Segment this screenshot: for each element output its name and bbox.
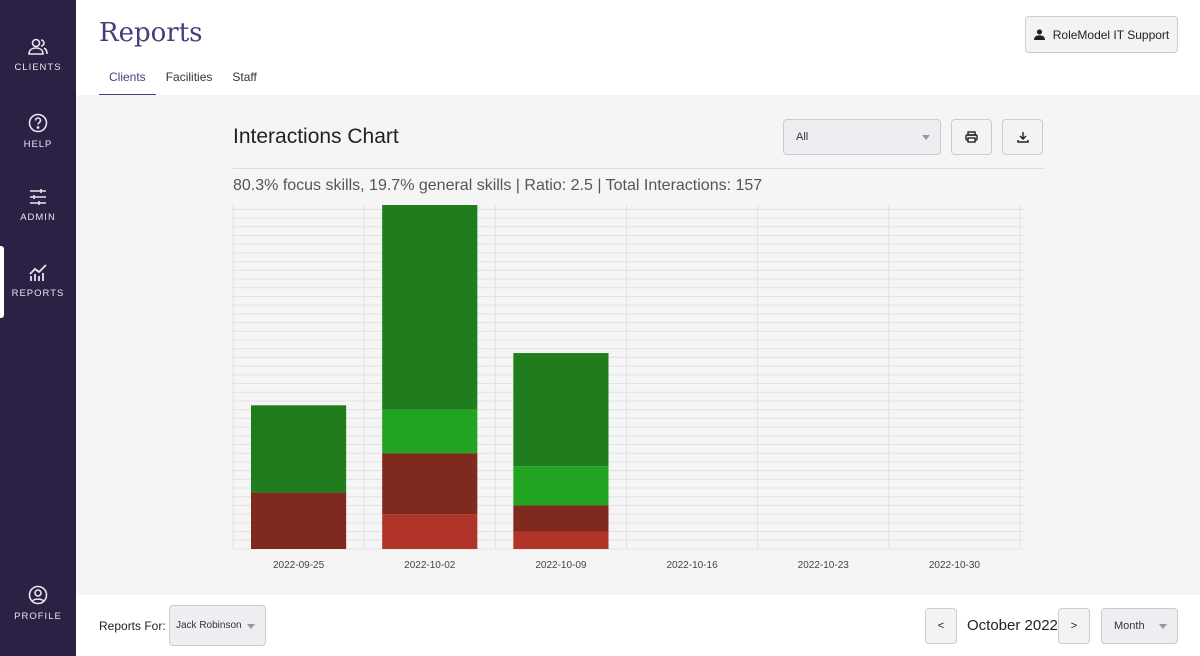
x-tick-label: 2022-10-09	[535, 560, 587, 571]
sidebar-item-help[interactable]: HELP	[0, 113, 76, 150]
sidebar-item-clients[interactable]: CLIENTS	[0, 38, 76, 73]
bar-segment-focus-negative	[382, 453, 478, 515]
reports-for-label: Reports For:	[99, 619, 166, 633]
chart-icon	[29, 264, 47, 281]
bar-segment-general-negative	[382, 514, 478, 549]
x-tick-label: 2022-10-30	[929, 560, 981, 571]
download-icon	[1016, 132, 1029, 143]
sliders-icon	[30, 189, 46, 205]
sidebar-item-reports[interactable]: REPORTS	[0, 246, 76, 318]
download-button[interactable]	[1002, 119, 1043, 155]
tab-staff[interactable]: Staff	[232, 70, 257, 84]
chevron-down-icon	[247, 623, 255, 629]
sidebar-item-admin[interactable]: ADMIN	[0, 188, 76, 223]
chevron-down-icon	[922, 135, 930, 140]
tab-facilities[interactable]: Facilities	[165, 70, 213, 84]
bar-segment-focus-negative	[513, 505, 609, 532]
user-menu-button[interactable]: RoleModel IT Support	[1025, 16, 1178, 53]
user-circle-icon	[28, 585, 48, 605]
print-icon	[965, 131, 978, 143]
bar-segment-general-positive	[513, 466, 609, 506]
bar-segment-focus-positive	[513, 353, 609, 467]
sidebar-item-profile[interactable]: PROFILE	[0, 585, 76, 622]
prev-period-button[interactable]: <	[925, 608, 957, 644]
reports-for-select[interactable]: Jack Robinson	[169, 605, 266, 646]
range-select[interactable]: Month	[1101, 608, 1178, 644]
x-tick-label: 2022-09-25	[273, 560, 325, 571]
page-title: Reports	[99, 18, 203, 48]
tab-clients[interactable]: Clients	[99, 70, 156, 96]
tabs: Clients Facilities Staff	[99, 70, 267, 96]
chart-title: Interactions Chart	[233, 125, 399, 148]
chevron-down-icon	[1159, 624, 1167, 629]
bar-segment-focus-positive	[382, 205, 478, 410]
period-label: October 2022	[967, 617, 1058, 634]
x-tick-label: 2022-10-02	[404, 560, 456, 571]
next-period-button[interactable]: >	[1058, 608, 1090, 644]
chart-summary: 80.3% focus skills, 19.7% general skills…	[233, 177, 763, 194]
users-icon	[28, 38, 48, 55]
bar-segment-general-negative	[513, 531, 609, 549]
sidebar: CLIENTS HELP ADMIN REPORTS PROFILE	[0, 0, 76, 656]
user-icon	[1033, 29, 1045, 40]
x-tick-label: 2022-10-23	[798, 560, 850, 571]
x-tick-label: 2022-10-16	[667, 560, 719, 571]
question-icon	[28, 113, 48, 133]
filter-select[interactable]: All	[783, 119, 941, 155]
print-button[interactable]	[951, 119, 992, 155]
divider	[233, 168, 1044, 169]
interactions-chart: 0481216202428323640444852566064687276202…	[232, 205, 1024, 571]
bar-segment-focus-negative	[251, 492, 347, 549]
bar-segment-general-positive	[382, 409, 478, 454]
bar-segment-focus-positive	[251, 405, 347, 493]
